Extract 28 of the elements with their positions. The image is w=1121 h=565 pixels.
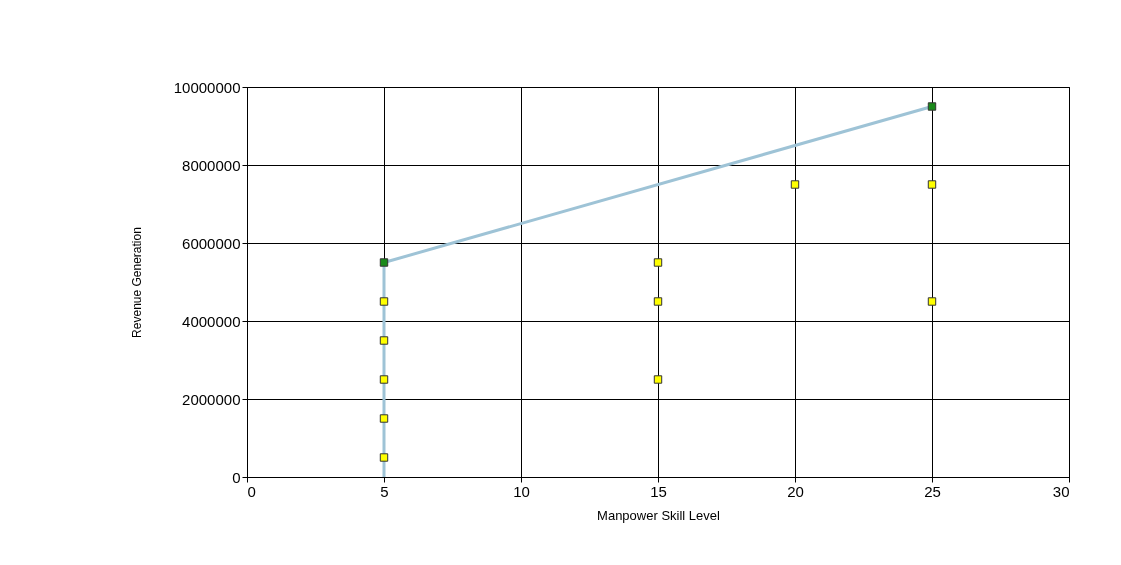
point: [379, 453, 389, 462]
x-tick-label: 0: [247, 482, 256, 500]
point: [379, 258, 389, 267]
y-tick-label: 2000000: [182, 390, 241, 408]
point: [653, 375, 663, 384]
y-tick-label: 4000000: [182, 312, 241, 330]
x-tick-label: 5: [380, 482, 389, 500]
point: [653, 258, 663, 267]
point: [927, 180, 937, 189]
y-tick-label: 6000000: [182, 234, 241, 252]
x-tick-label: 10: [513, 482, 530, 500]
x-tick-label: 30: [1052, 482, 1070, 500]
point: [379, 297, 389, 306]
y-tick-label: 0: [232, 468, 241, 486]
y-axis-title: Revenue Generation: [129, 227, 144, 338]
x-tick-label: 15: [650, 482, 667, 500]
x-tick-label: 25: [924, 482, 941, 500]
point: [927, 297, 937, 306]
x-tick-label: 20: [787, 482, 804, 500]
point: [653, 297, 663, 306]
y-tick-label: 10000000: [173, 78, 241, 96]
point: [379, 336, 389, 345]
point: [379, 414, 389, 423]
x-axis-title: Manpower Skill Level: [597, 507, 721, 523]
point: [790, 180, 800, 189]
y-tick-label: 8000000: [182, 156, 241, 174]
point: [379, 375, 389, 384]
point: [927, 102, 937, 111]
